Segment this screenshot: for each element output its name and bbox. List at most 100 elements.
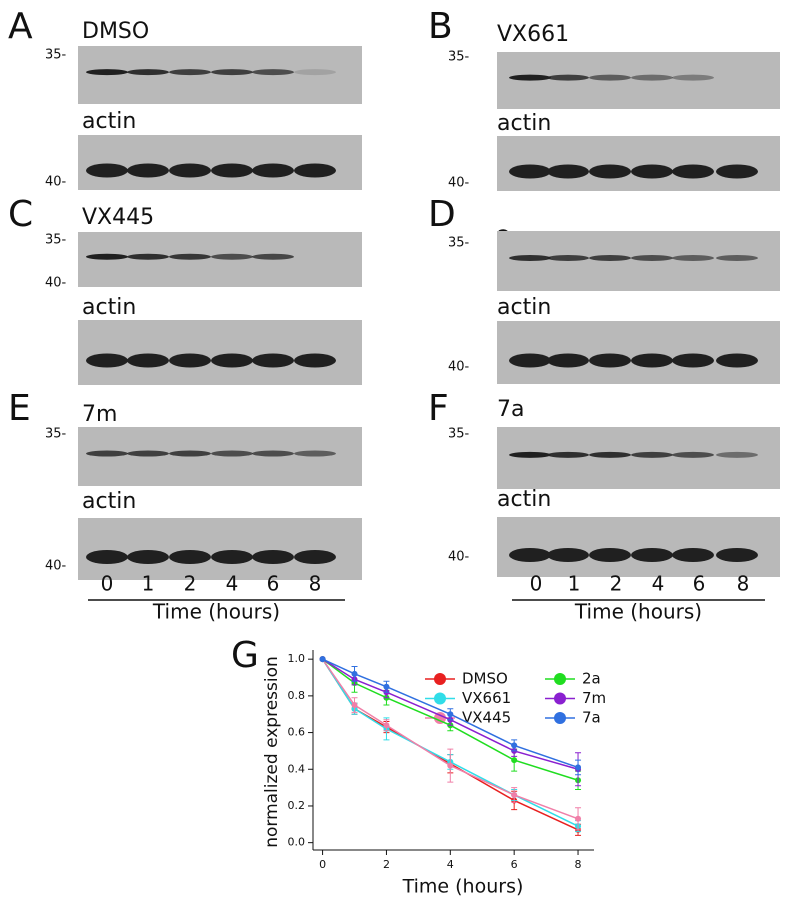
legend-marker [554, 712, 566, 724]
band [547, 255, 589, 261]
band [86, 353, 128, 368]
point [383, 722, 390, 729]
band [631, 353, 673, 368]
band [127, 353, 169, 368]
label: 7m [582, 689, 606, 707]
band [127, 450, 169, 457]
label: 40- [448, 176, 470, 191]
label: 6 [267, 572, 280, 596]
legend-marker [554, 692, 566, 705]
band [169, 163, 211, 178]
label: B [428, 6, 453, 47]
legend-marker [554, 673, 566, 685]
band [672, 451, 714, 458]
label: 2a [582, 670, 601, 688]
band [547, 451, 589, 458]
band [672, 353, 714, 368]
band [127, 163, 169, 178]
label: 35- [45, 233, 67, 248]
band [211, 450, 253, 457]
band [589, 255, 631, 261]
band [294, 353, 336, 368]
band [631, 164, 673, 179]
legend-marker [434, 673, 446, 685]
band [211, 69, 253, 76]
blot [497, 231, 780, 291]
band [716, 353, 758, 368]
label: 0 [319, 858, 326, 871]
band [716, 255, 758, 261]
blot [497, 517, 780, 577]
label: 1 [568, 572, 581, 596]
band [547, 164, 589, 179]
band [294, 450, 336, 457]
band [509, 548, 551, 562]
label: 40- [45, 175, 67, 190]
band [169, 253, 211, 260]
blot [78, 135, 362, 190]
label: Time (hours) [402, 876, 524, 898]
band [211, 253, 253, 260]
point [319, 656, 326, 663]
label: 1 [142, 572, 155, 596]
band [127, 69, 169, 76]
label: DMSO [462, 670, 508, 688]
label: F [428, 388, 449, 429]
label: normalized expression [262, 656, 282, 848]
label: 2 [383, 858, 390, 871]
band [631, 255, 673, 261]
band [252, 163, 294, 178]
band [509, 164, 551, 179]
label: 7a [582, 709, 601, 727]
band [509, 74, 551, 81]
band [589, 353, 631, 368]
band [86, 550, 128, 564]
label: D [428, 194, 456, 235]
label: 0.8 [288, 689, 306, 702]
label: VX661 [497, 22, 569, 47]
band [127, 253, 169, 260]
band [252, 353, 294, 368]
legend-marker [434, 712, 446, 724]
band [547, 74, 589, 81]
label: 6 [511, 858, 518, 871]
band [716, 164, 758, 179]
band [631, 548, 673, 562]
label: 40- [448, 360, 470, 375]
point [447, 762, 454, 769]
label: 2 [184, 572, 197, 596]
label: actin [497, 487, 551, 512]
blot [497, 321, 780, 384]
band [716, 451, 758, 458]
band [86, 163, 128, 178]
band [86, 450, 128, 457]
label: 8 [575, 858, 582, 871]
band [672, 74, 714, 81]
label: VX661 [462, 689, 511, 707]
band [127, 550, 169, 564]
point [351, 702, 358, 709]
band [86, 69, 128, 76]
band [716, 548, 758, 562]
band [211, 163, 253, 178]
label: 0 [101, 572, 114, 596]
band [547, 353, 589, 368]
label: actin [82, 489, 136, 514]
label: actin [497, 295, 551, 320]
series-line [322, 658, 579, 770]
label: E [8, 388, 31, 429]
point [511, 742, 518, 749]
blot [78, 46, 362, 104]
band [294, 550, 336, 564]
point [351, 670, 358, 677]
label: DMSO [82, 19, 149, 44]
label: 4 [652, 572, 665, 596]
band [211, 550, 253, 564]
point [511, 791, 518, 798]
label: 7m [82, 402, 117, 427]
label: 35- [45, 427, 67, 442]
band [169, 69, 211, 76]
band [169, 550, 211, 564]
legend-marker [434, 692, 446, 705]
label: 0.6 [288, 726, 306, 739]
